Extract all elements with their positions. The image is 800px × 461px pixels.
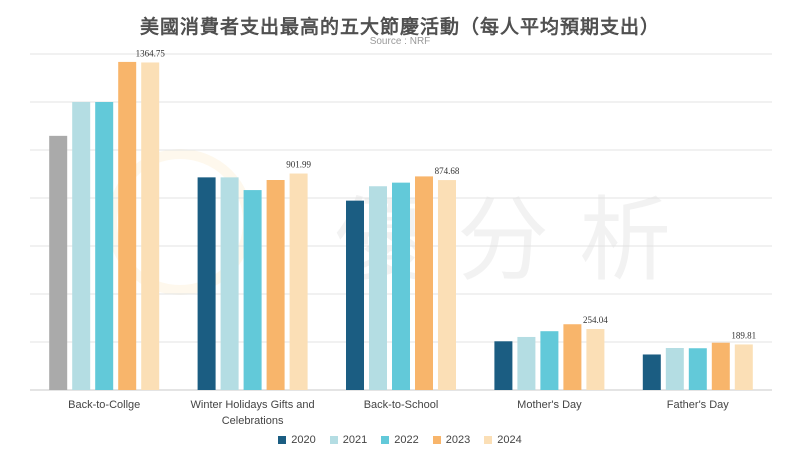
bar-2021-3: [517, 336, 536, 390]
bar-2023-3: [563, 324, 582, 390]
x-tick-label: Back-to-Collge: [68, 399, 140, 411]
x-tick-label: Mother's Day: [517, 399, 582, 411]
data-label: 1364.75: [136, 48, 166, 58]
bar-2020-4: [642, 354, 661, 390]
legend-swatch: [278, 436, 287, 444]
bar-2020-1: [197, 177, 216, 390]
data-labels: 1364.75 901.99 874.68 254.04 189.81: [136, 48, 757, 340]
bar-2021-1: [220, 177, 239, 390]
bar-2024-3: [586, 329, 605, 390]
bar-2023-0: [118, 61, 137, 391]
data-label: 189.81: [731, 330, 756, 340]
data-label: 874.68: [435, 166, 460, 176]
bar-2020-0: [49, 135, 68, 390]
bar-2023-1: [266, 180, 285, 390]
legend-swatch: [484, 436, 493, 444]
bar-2020-3: [494, 341, 513, 390]
bar-2024-1: [289, 173, 308, 390]
bar-2021-2: [369, 186, 387, 390]
legend-item-2020: 2020: [278, 434, 316, 446]
x-axis-labels: Back-to-Collge Winter Holidays Gifts and C…: [68, 399, 729, 427]
bars: [49, 61, 753, 391]
chart-legend: 2020 2021 2022 2023 2024: [0, 434, 800, 446]
chart-title: 美國消費者支出最高的五大節慶活動（每人平均預期支出）: [139, 16, 660, 38]
bar-2024-2: [438, 180, 456, 390]
bar-2022-2: [392, 182, 410, 390]
bar-2020-2: [346, 200, 364, 390]
bar-2023-2: [415, 176, 433, 390]
legend-item-2022: 2022: [381, 434, 419, 446]
bar-2024-4: [734, 344, 753, 390]
legend-label: 2023: [445, 434, 471, 446]
legend-item-2021: 2021: [329, 434, 368, 446]
legend-swatch: [381, 436, 390, 444]
bar-2022-3: [540, 331, 559, 390]
data-label: 901.99: [286, 160, 311, 170]
legend-swatch: [329, 436, 338, 444]
legend-item-2023: 2023: [432, 434, 471, 446]
x-tick-label: Father's Day: [667, 399, 730, 411]
legend-label: 2021: [342, 434, 368, 446]
x-tick-label: Back-to-School: [364, 399, 439, 411]
legend-label: 2020: [291, 434, 316, 446]
bar-2021-0: [72, 102, 91, 390]
bar-2024-0: [141, 62, 160, 391]
bar-2022-1: [243, 190, 262, 390]
x-tick-label: Winter Holidays Gifts and Celebrations: [191, 399, 315, 427]
legend-item-2024: 2024: [484, 434, 522, 446]
legend-label: 2024: [497, 434, 522, 446]
data-label: 254.04: [583, 315, 608, 325]
watermark-text: 優分析: [335, 187, 701, 294]
bar-2023-4: [711, 342, 730, 390]
bar-2021-4: [665, 348, 684, 390]
bar-2022-4: [688, 348, 707, 390]
chart-subtitle: Source : NRF: [369, 36, 431, 47]
legend-swatch: [432, 436, 441, 444]
bar-2022-0: [95, 102, 114, 390]
legend-label: 2022: [394, 434, 419, 446]
